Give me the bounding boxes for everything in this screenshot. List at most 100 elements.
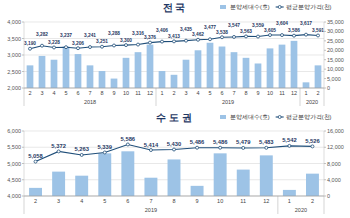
marker [137,43,140,46]
marker [77,47,80,50]
bar [144,178,157,196]
x-tick-label: 1 [304,90,307,96]
data-label: 5,430 [167,141,182,147]
group-label: 2018 [84,99,96,105]
bar [27,65,34,88]
x-tick-label: 2 [34,198,37,204]
bar [191,186,204,196]
x-tick-label: 3 [184,90,187,96]
marker [221,36,224,39]
y2-tick [324,179,326,180]
legend-label: 분양세대수(호) [230,4,270,10]
legend-swatch [276,6,284,7]
data-label: 5,263 [74,146,89,152]
marker [245,35,248,38]
plot-area [29,143,319,196]
data-label: 3,406 [156,28,168,33]
x-tick-label: 7 [232,90,235,96]
legend-label: 평균분양가격(천) [286,114,332,120]
chart-1: 수 도 권4,0004,5005,0005,5006,00004,0008,00… [7,112,344,214]
group-separator [24,88,25,106]
y2-tick-label: 15,000 [327,57,344,63]
data-label: 3,316 [132,31,144,36]
bar [255,63,262,88]
y-tick-label: 3,500 [7,36,21,42]
data-label: 5,372 [51,143,66,149]
data-label: 5,058 [28,153,43,159]
data-labels: 5,0585,3725,2635,3395,5865,4145,4305,486… [28,136,320,159]
plot-area [27,33,322,88]
y-tick-label: 5,500 [7,144,21,150]
data-labels: 3,1903,2823,2283,2373,2063,2413,2513,288… [24,21,324,47]
legend-swatch [276,116,284,117]
y2-tick [324,147,326,148]
y2-tick-label: 0 [327,85,330,91]
bar [283,190,296,196]
bar [219,47,226,88]
bar [260,155,273,196]
marker [269,34,272,37]
x-tick-label: 12 [147,90,153,96]
data-label: 5,542 [282,137,297,143]
y2-tick [324,88,326,89]
data-label: 3,300 [120,38,132,43]
x-tick-label: 2 [28,90,31,96]
x-tick-label: 7 [88,90,91,96]
marker [29,47,32,50]
bar [303,82,310,88]
x-tick-label: 10 [123,90,129,96]
y2-tick [324,78,326,79]
marker [103,151,106,154]
y-tick [22,71,24,72]
bar [195,50,202,88]
group-separator [24,196,25,214]
data-label: 5,526 [305,138,320,144]
bar [315,65,322,88]
marker [317,34,320,37]
marker [80,153,83,156]
x-tick-label: 8 [244,90,247,96]
chart-0: 전 국2,0002,5003,0003,5004,00005,00010,000… [7,2,344,106]
data-label: 5,479 [236,139,251,145]
bar [87,65,94,88]
bar [183,60,190,88]
bar [121,151,134,196]
marker [185,39,188,42]
data-label: 3,251 [96,39,108,44]
marker [311,145,314,148]
marker [242,146,245,149]
marker [101,45,104,48]
y2-tick-label: 25,000 [327,38,344,44]
y2-tick-label: 12,000 [327,144,344,150]
y-tick-label: 2,000 [7,85,21,91]
x-tick-label: 3 [40,90,43,96]
data-label: 3,559 [252,23,264,28]
chart-title: 수 도 권 [156,112,192,123]
x-tick-label: 9 [256,90,259,96]
y-tick-label: 3,000 [7,52,21,58]
marker [89,46,92,49]
y2-tick [324,131,326,132]
y-tick [22,131,24,132]
x-tick-label: 5 [208,90,211,96]
y-tick [22,196,24,197]
y2-tick-label: 30,000 [327,28,344,34]
marker [125,44,128,47]
data-label: 3,605 [264,28,276,33]
marker [257,35,260,38]
x-tick-label: 11 [240,198,246,204]
marker [53,46,56,49]
x-tick-label: 5 [103,198,106,204]
group-label: 2019 [222,99,234,105]
bar [39,56,46,88]
grid-line [24,131,324,132]
data-label: 3,237 [60,33,72,38]
group-separator [156,88,157,106]
y2-tick-label: 5,000 [327,76,341,82]
marker [233,35,236,38]
bar [214,153,227,196]
bar [135,52,142,88]
legend-swatch [220,5,226,9]
bar [237,170,250,196]
data-label: 3,547 [228,23,240,28]
